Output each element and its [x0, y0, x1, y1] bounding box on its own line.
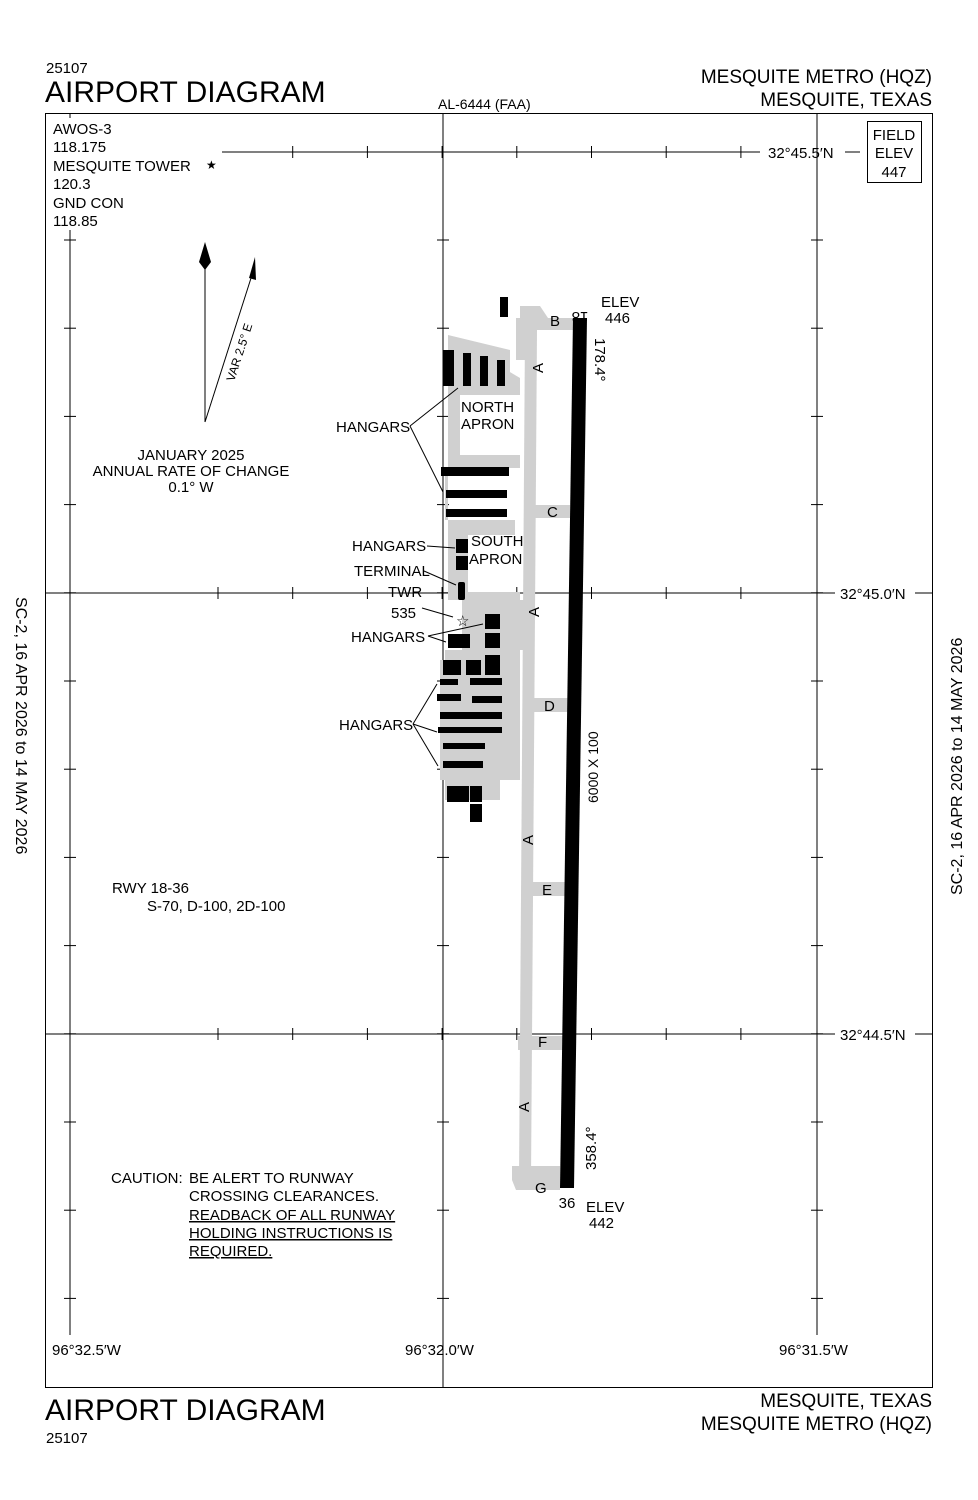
field-elev-value: 447	[881, 164, 906, 181]
var-date: JANUARY 2025	[137, 447, 244, 464]
leader-lines	[409, 387, 484, 767]
footer-chart-number: 25107	[46, 1430, 88, 1447]
caution-line: CROSSING CLEARANCES.	[189, 1188, 379, 1205]
caution-prefix: CAUTION:	[111, 1170, 183, 1187]
field-elev-box	[867, 121, 922, 183]
caution-line: READBACK OF ALL RUNWAY	[189, 1207, 395, 1224]
lat-mid-label: 32°45.0′N	[840, 586, 906, 603]
star-icon: ★	[206, 158, 217, 172]
left-margin-dates: SC-2, 16 APR 2026 to 14 MAY 2026	[12, 597, 29, 854]
taxiway-g-label: G	[535, 1180, 547, 1197]
north-apron-label: NORTH	[461, 399, 514, 416]
taxiway-b-label: B	[550, 313, 560, 330]
procedure-id: AL-6444 (FAA)	[438, 96, 531, 112]
grid-ticks	[64, 146, 823, 1299]
hangars-label: HANGARS	[351, 629, 425, 646]
footer-airport-name: MESQUITE METRO (HQZ)	[701, 1414, 932, 1435]
taxiway-e-label: E	[542, 882, 552, 899]
field-elev-label-2: ELEV	[875, 145, 913, 162]
var-rate: 0.1° W	[168, 479, 214, 496]
taxiway-a-label: A	[516, 1102, 533, 1112]
runway-18-36[interactable]	[560, 318, 587, 1188]
north-arrow-icon	[199, 242, 211, 422]
freq-gnd-label: GND CON	[53, 195, 124, 212]
var-label: VAR 2.5° E	[224, 322, 256, 383]
elev-north-label: ELEV	[601, 294, 639, 311]
frequency-list: AWOS-3 118.175 MESQUITE TOWER ★ 120.3 GN…	[53, 121, 217, 230]
buildings	[437, 297, 509, 822]
caution-line: BE ALERT TO RUNWAY	[189, 1170, 354, 1187]
airport-city: MESQUITE, TEXAS	[760, 90, 932, 111]
right-margin-dates: SC-2, 16 APR 2026 to 14 MAY 2026	[949, 638, 966, 895]
freq-tower-label: MESQUITE TOWER	[53, 158, 191, 175]
taxiway-a-label: A	[530, 363, 547, 373]
chart-number: 25107	[46, 60, 88, 77]
var-rate-label: ANNUAL RATE OF CHANGE	[93, 463, 290, 480]
magnetic-north-arrow-icon	[204, 257, 256, 423]
tower-height: 535	[391, 605, 416, 622]
field-elev-label: FIELD	[873, 127, 916, 144]
lon-mid-label: 96°32.0′W	[405, 1342, 475, 1359]
elev-south-value: 442	[589, 1215, 614, 1232]
runway-strength-title: RWY 18-36	[112, 880, 189, 897]
runway-end-18: 18	[572, 308, 589, 325]
taxiway-d-label: D	[544, 698, 555, 715]
taxiway-f-label: F	[538, 1034, 547, 1051]
elev-south-label: ELEV	[586, 1199, 624, 1216]
lon-right-label: 96°31.5′W	[779, 1342, 849, 1359]
freq-tower-value: 120.3	[53, 176, 91, 193]
taxiway-labels: B A C A D A E F A G	[516, 313, 560, 1197]
freq-gnd-value: 118.85	[53, 213, 98, 230]
taxiway-a-label: A	[526, 607, 543, 617]
runway-dimensions: 6000 X 100	[585, 731, 601, 803]
caution-line: REQUIRED.	[189, 1243, 272, 1260]
lon-left-label: 96°32.5′W	[52, 1342, 122, 1359]
heading-south: 358.4°	[583, 1126, 600, 1170]
terminal-label: TERMINAL	[354, 563, 430, 580]
runway-end-36: 36	[559, 1195, 576, 1212]
caution-line: HOLDING INSTRUCTIONS IS	[189, 1225, 392, 1242]
footer-city: MESQUITE, TEXAS	[760, 1391, 932, 1412]
footer-title: AIRPORT DIAGRAM	[45, 1394, 326, 1427]
hangars-label: HANGARS	[339, 717, 413, 734]
page-title: AIRPORT DIAGRAM	[45, 76, 326, 109]
heading-north: 178.4°	[591, 338, 608, 382]
tower-star-icon: ☆	[456, 613, 469, 630]
freq-awos-label: AWOS-3	[53, 121, 112, 138]
airport-name: MESQUITE METRO (HQZ)	[701, 67, 932, 88]
elev-north-value: 446	[605, 310, 630, 327]
diagram-frame	[45, 113, 933, 1388]
south-apron-label-2: APRON	[469, 551, 522, 568]
hangars-label: HANGARS	[336, 419, 410, 436]
caution-note: CAUTION: BE ALERT TO RUNWAY CROSSING CLE…	[111, 1170, 395, 1260]
north-apron-label-2: APRON	[461, 416, 514, 433]
lat-top-label: 32°45.5′N	[768, 145, 834, 162]
taxiway-c-label: C	[547, 504, 558, 521]
taxiway-a-label: A	[520, 835, 537, 845]
hangars-label: HANGARS	[352, 538, 426, 555]
freq-awos-value: 118.175	[53, 139, 106, 156]
runway-strength: S-70, D-100, 2D-100	[147, 898, 285, 915]
lat-bottom-label: 32°44.5′N	[840, 1027, 906, 1044]
south-apron-label: SOUTH	[471, 533, 524, 550]
tower-label: TWR	[388, 584, 422, 601]
